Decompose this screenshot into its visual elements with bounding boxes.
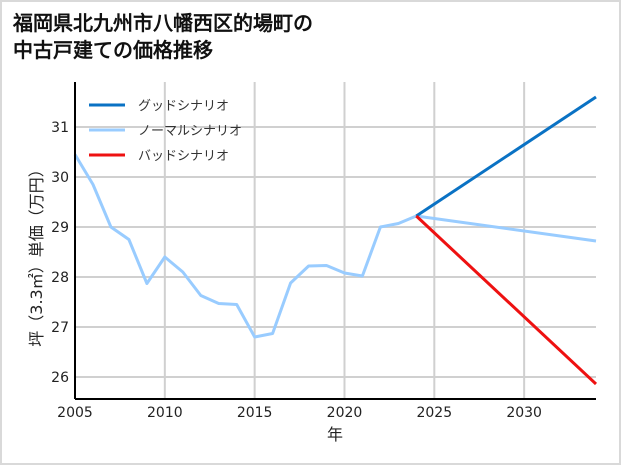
- chart-title: 福岡県北九州市八幡西区的場町の 中古戸建ての価格推移: [13, 10, 313, 64]
- legend-label: バッドシナリオ: [138, 149, 229, 164]
- x-tick-label: 2015: [237, 405, 273, 421]
- data-lines: [73, 95, 598, 386]
- legend-label: グッドシナリオ: [138, 99, 229, 114]
- y-tick-label: 26: [51, 370, 69, 386]
- series-line: [73, 153, 597, 339]
- chart-title-line1: 福岡県北九州市八幡西区的場町の: [13, 11, 313, 35]
- x-tick-label: 2025: [416, 405, 452, 421]
- chart-title-line2: 中古戸建ての価格推移: [13, 38, 213, 62]
- x-tick-label: 2030: [506, 405, 542, 421]
- y-tick-label: 28: [51, 270, 69, 286]
- y-axis-label: 坪（3.3㎡）単価（万円）: [27, 161, 46, 346]
- x-tick-label: 2005: [57, 405, 93, 421]
- tick-labels: 2005 2010 2015 2020 2025 2030 26 27 28 29 30 31: [51, 120, 542, 421]
- y-tick-label: 27: [51, 320, 69, 336]
- y-tick-label: 30: [51, 170, 69, 186]
- y-tick-label: 31: [51, 120, 69, 136]
- axes: [74, 82, 596, 400]
- legend-label: ノーマルシナリオ: [138, 124, 242, 139]
- series-line: [415, 95, 597, 218]
- series-line: [415, 214, 598, 386]
- x-tick-label: 2010: [147, 405, 183, 421]
- x-axis-label: 年: [327, 425, 343, 444]
- y-tick-label: 29: [51, 220, 69, 236]
- grid-lines: [75, 82, 596, 399]
- x-tick-label: 2020: [327, 405, 363, 421]
